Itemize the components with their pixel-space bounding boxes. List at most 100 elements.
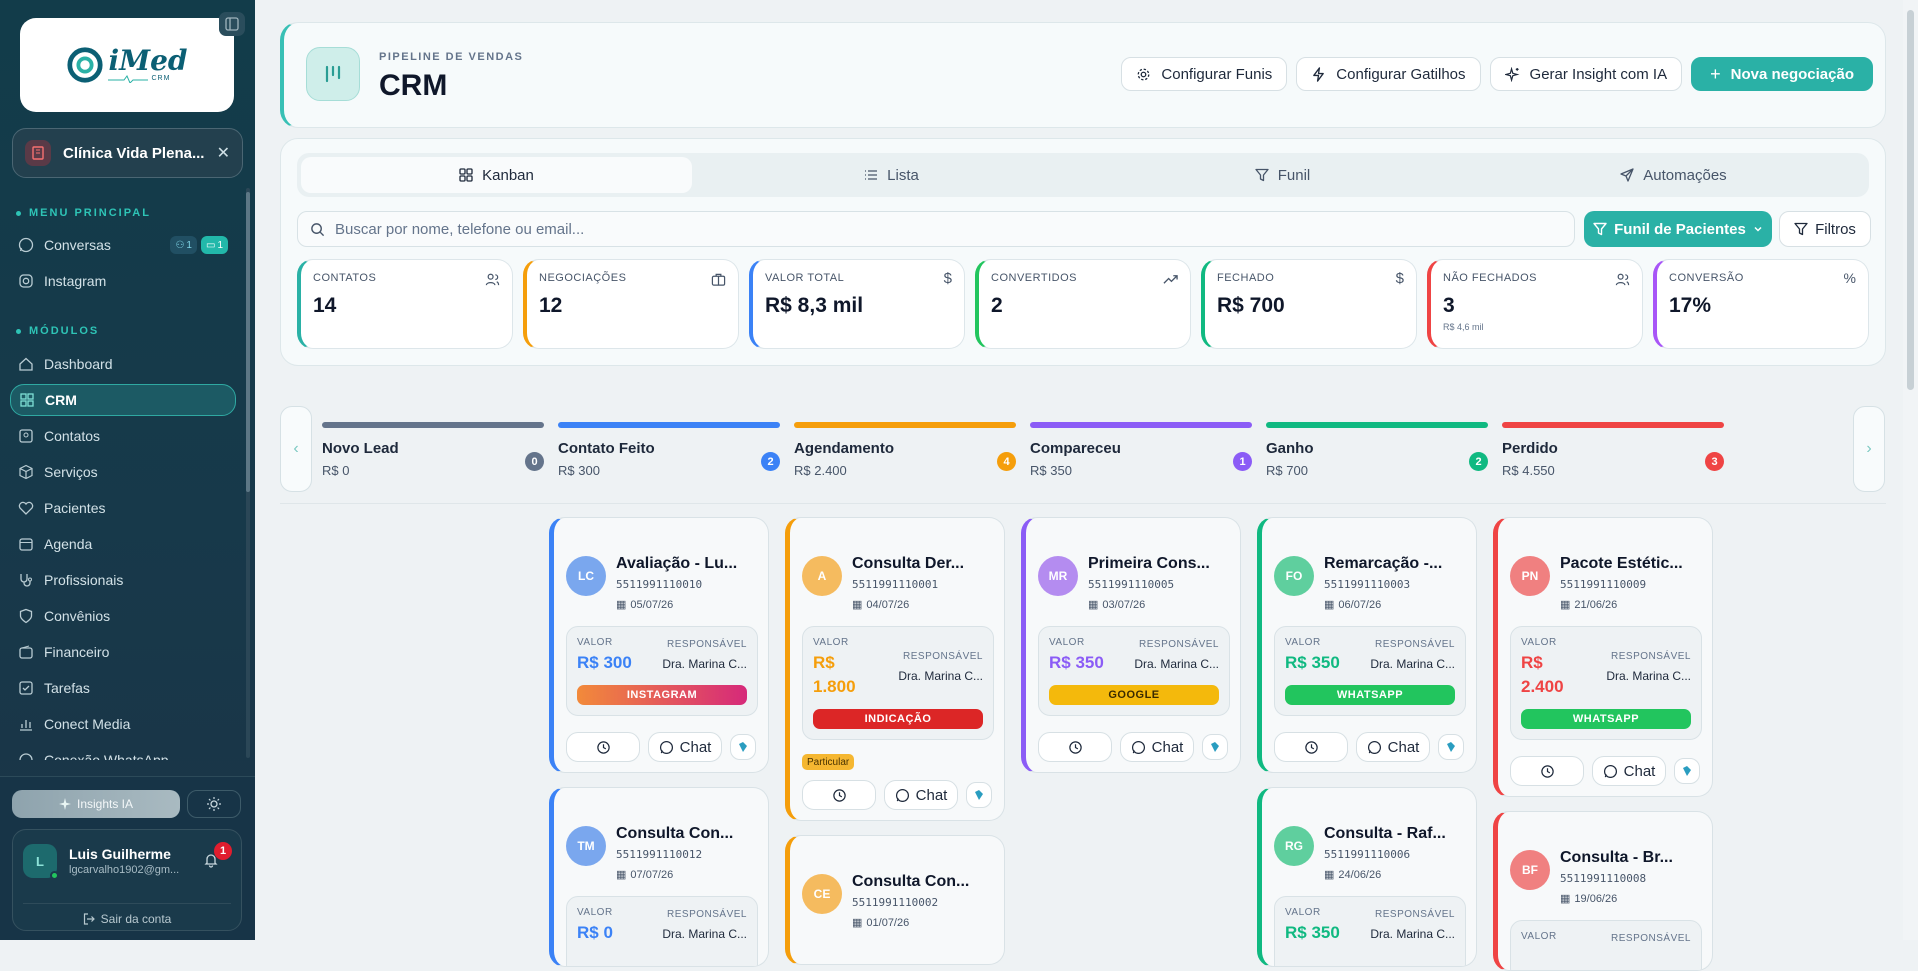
sidebar-item-instagram[interactable]: Instagram bbox=[10, 265, 236, 297]
deal-value: R$ 350 bbox=[1049, 653, 1104, 672]
app-logo[interactable]: iMed CRM bbox=[20, 18, 234, 112]
page-scrollbar[interactable] bbox=[1903, 0, 1918, 940]
chat-button[interactable]: Chat bbox=[1356, 732, 1430, 762]
deal-card[interactable]: A Consulta Der... 5511991110001 ▦ 04/07/2… bbox=[785, 517, 1005, 821]
sidebar-item-financeiro[interactable]: Financeiro bbox=[10, 636, 236, 668]
sidebar-scrollbar-thumb[interactable] bbox=[246, 192, 250, 492]
dollar-icon: $ bbox=[943, 270, 952, 287]
deal-phone: 5511991110003 bbox=[1324, 578, 1411, 591]
sidebar-item-tarefas[interactable]: Tarefas bbox=[10, 672, 236, 704]
messages-count-badge: ▭ 1 bbox=[200, 236, 228, 254]
sidebar-item-profissionais[interactable]: Profissionais bbox=[10, 564, 236, 596]
sidebar-item-label: Dashboard bbox=[44, 356, 113, 372]
configurar-funis-button[interactable]: Configurar Funis bbox=[1121, 57, 1288, 91]
sidebar-item-conexao-whatsapp[interactable]: Conexão WhatsApp bbox=[10, 744, 236, 760]
theme-toggle-button[interactable] bbox=[187, 790, 241, 818]
bot-button[interactable] bbox=[1202, 734, 1228, 760]
tab-lista[interactable]: Lista bbox=[696, 153, 1087, 197]
chat-button[interactable]: Chat bbox=[648, 732, 722, 762]
close-icon[interactable]: ✕ bbox=[216, 145, 230, 162]
sidebar-item-contatos[interactable]: Contatos bbox=[10, 420, 236, 452]
schedule-button[interactable] bbox=[1510, 756, 1584, 786]
stage-name: Agendamento bbox=[794, 440, 895, 457]
tab-kanban[interactable]: Kanban bbox=[301, 157, 692, 193]
logout-icon bbox=[83, 913, 95, 925]
deal-phone: 5511991110006 bbox=[1324, 848, 1411, 861]
deal-date: ▦ 19/06/26 bbox=[1560, 892, 1618, 906]
deal-card[interactable]: PN Pacote Estétic... 5511991110009 ▦ 21/0… bbox=[1493, 517, 1713, 797]
sidebar-item-label: CRM bbox=[45, 392, 77, 408]
deal-phone: 5511991110005 bbox=[1088, 578, 1175, 591]
whatsapp-icon bbox=[1367, 740, 1381, 754]
schedule-button[interactable] bbox=[802, 780, 876, 810]
page-scrollbar-thumb[interactable] bbox=[1907, 10, 1914, 390]
sidebar-item-conect-media[interactable]: Conect Media bbox=[10, 708, 236, 740]
deal-responsible: Dra. Marina C... bbox=[898, 669, 983, 683]
scroll-left-button[interactable]: ‹ bbox=[280, 406, 312, 492]
deal-card[interactable]: BF Consulta - Br... 5511991110008 ▦ 19/06… bbox=[1493, 811, 1713, 971]
search-input[interactable] bbox=[335, 220, 1535, 238]
funnel-select[interactable]: Funil de Pacientes bbox=[1584, 211, 1772, 247]
chevron-right-icon: › bbox=[1866, 440, 1872, 457]
scroll-right-button[interactable]: › bbox=[1853, 406, 1885, 492]
sidebar-item-label: Tarefas bbox=[44, 680, 90, 696]
sidebar-item-convenios[interactable]: Convênios bbox=[10, 600, 236, 632]
deal-value-amount: 1.800 bbox=[813, 677, 856, 696]
deal-date: ▦ 24/06/26 bbox=[1324, 868, 1382, 882]
chat-label: Chat bbox=[915, 786, 948, 804]
avatar: CE bbox=[802, 874, 842, 914]
chat-button[interactable]: Chat bbox=[1120, 732, 1194, 762]
deal-card[interactable]: CE Consulta Con... 5511991110002 ▦ 01/07/… bbox=[785, 835, 1005, 965]
funnel-select-label: Funil de Pacientes bbox=[1614, 220, 1746, 238]
sidebar-item-conversas[interactable]: Conversas ⚇ 1 ▭ 1 bbox=[10, 229, 236, 261]
responsible-label: RESPONSÁVEL bbox=[1375, 909, 1455, 920]
sidebar-item-crm[interactable]: CRM bbox=[10, 384, 236, 416]
deal-responsible: Dra. Marina C... bbox=[1606, 669, 1691, 683]
collapse-sidebar-button[interactable] bbox=[219, 12, 245, 36]
sidebar-item-servicos[interactable]: Serviços bbox=[10, 456, 236, 488]
plus-icon: + bbox=[1710, 63, 1721, 84]
logout-button[interactable]: Sair da conta bbox=[23, 903, 231, 926]
bot-button[interactable] bbox=[730, 734, 756, 760]
chevron-left-icon: ‹ bbox=[293, 440, 299, 457]
dollar-icon: $ bbox=[1395, 270, 1404, 287]
avatar[interactable]: L bbox=[23, 844, 59, 880]
nova-negociacao-button[interactable]: + Nova negociação bbox=[1691, 57, 1873, 91]
bot-button[interactable] bbox=[1438, 734, 1464, 760]
schedule-button[interactable] bbox=[1038, 732, 1112, 762]
deal-card[interactable]: LC Avaliação - Lu... 5511991110010 ▦ 05/0… bbox=[549, 517, 769, 773]
stat-card-nao-fechados: NÃO FECHADOS 3 R$ 4,6 mil bbox=[1427, 259, 1643, 349]
gerar-insight-button[interactable]: Gerar Insight com IA bbox=[1489, 57, 1683, 91]
schedule-button[interactable] bbox=[1274, 732, 1348, 762]
stat-subvalue: R$ 4,6 mil bbox=[1443, 322, 1484, 332]
deal-responsible: Dra. Marina C... bbox=[1134, 657, 1219, 671]
configurar-gatilhos-button[interactable]: Configurar Gatilhos bbox=[1296, 57, 1481, 91]
bot-button[interactable] bbox=[1674, 758, 1700, 784]
chat-button[interactable]: Chat bbox=[884, 780, 958, 810]
deal-title: Consulta Con... bbox=[616, 825, 734, 842]
filters-button[interactable]: Filtros bbox=[1779, 211, 1871, 247]
tab-automacoes[interactable]: Automações bbox=[1478, 153, 1869, 197]
source-tag: GOOGLE bbox=[1049, 685, 1219, 705]
deal-card[interactable]: MR Primeira Cons... 5511991110005 ▦ 03/07… bbox=[1021, 517, 1241, 773]
users-icon bbox=[1615, 273, 1630, 286]
sidebar-item-pacientes[interactable]: Pacientes bbox=[10, 492, 236, 524]
sidebar-item-agenda[interactable]: Agenda bbox=[10, 528, 236, 560]
insights-ia-button[interactable]: Insights IA bbox=[12, 790, 180, 818]
bell-icon[interactable] bbox=[203, 852, 219, 868]
source-tag: INSTAGRAM bbox=[577, 685, 747, 705]
logout-label: Sair da conta bbox=[100, 912, 172, 926]
deal-card[interactable]: TM Consulta Con... 5511991110012 ▦ 07/07/… bbox=[549, 787, 769, 967]
clinic-selector[interactable]: Clínica Vida Plena... ✕ bbox=[12, 128, 243, 178]
deal-card[interactable]: FO Remarcação -... 5511991110003 ▦ 06/07/… bbox=[1257, 517, 1477, 773]
card-actions: Chat bbox=[1274, 732, 1464, 762]
chat-button[interactable]: Chat bbox=[1592, 756, 1666, 786]
stage-color-bar bbox=[1030, 422, 1252, 428]
value-label: VALOR bbox=[1049, 637, 1085, 648]
tab-funil[interactable]: Funil bbox=[1087, 153, 1478, 197]
deal-card[interactable]: RG Consulta - Raf... 5511991110006 ▦ 24/0… bbox=[1257, 787, 1477, 967]
schedule-button[interactable] bbox=[566, 732, 640, 762]
bot-button[interactable] bbox=[966, 782, 992, 808]
sidebar-item-dashboard[interactable]: Dashboard bbox=[10, 348, 236, 380]
deal-info-box: VALOR RESPONSÁVEL R$ 2.400 Dra. Marina C… bbox=[1510, 626, 1702, 740]
